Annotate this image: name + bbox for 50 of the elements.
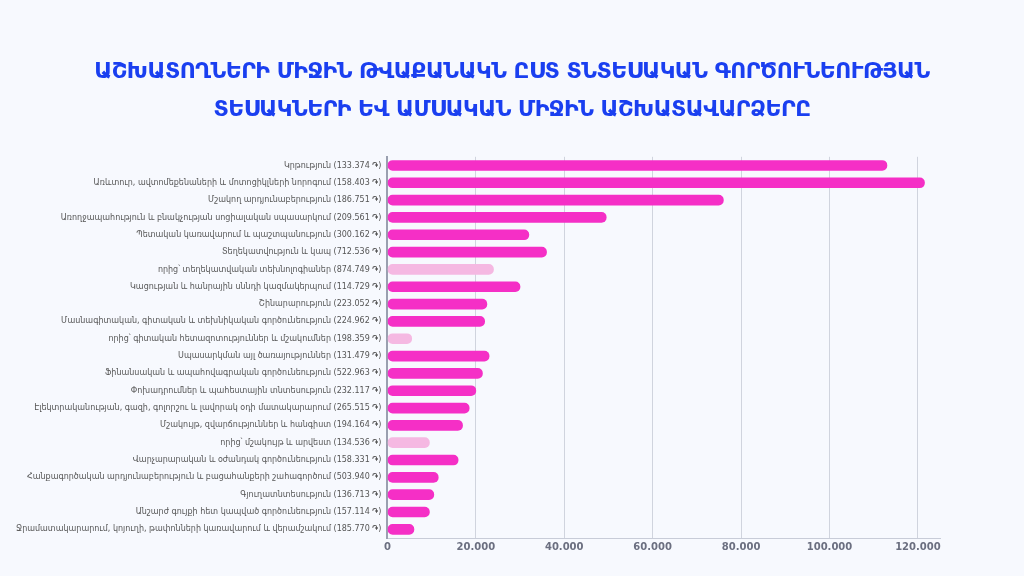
y-tick-label: որից՝ գիտական հետազոտություններ և մշակումներ (198.359 ֏) xyxy=(108,332,382,343)
y-tick-label: Էլեկտրականության, գազի, գոլորշու և լավորակ օդի մատակարարում (265.515 ֏) xyxy=(34,403,382,413)
bar xyxy=(387,472,439,483)
y-tick-label: որից՝ տեղեկատվական տեխնոլոգիաներ (874.749 ֏) xyxy=(157,263,382,274)
y-tick-label: Գյուղատնտեսություն (136.713 ֏) xyxy=(240,489,382,499)
y-tick-label: Մասնագիտական, գիտական և տեխնիկական գործունեություն (224.962 ֏) xyxy=(61,316,382,326)
y-tick-label: Ֆինանսական և ապահովագրական գործունեություն (522.963 ֏) xyxy=(105,368,382,378)
y-tick-label: Փոխադրումներ և պահեստային տնտեսություն (232.117 ֏) xyxy=(130,385,382,395)
bar xyxy=(387,506,430,518)
y-tick-label: Առևտուր, ավտոմեքենաների և մոտոցիկլների նորոգում (158.403 ֏) xyxy=(93,177,382,187)
y-tick-label: որից՝ մշակույթ և արվեստ (134.536 ֏) xyxy=(220,436,382,447)
y-tick-label: Կացության և հանրային սննդի կազմակերպում (114.729 ֏) xyxy=(130,281,382,291)
y-tick-label: Ջրամատակարարում, կոյուղի, թափոնների կառավարում և վերամշակում (185.770 ֏) xyxy=(16,524,382,534)
bar xyxy=(387,350,490,362)
bar xyxy=(387,420,463,431)
bar xyxy=(387,489,435,501)
bar xyxy=(387,402,470,414)
bar xyxy=(387,212,607,223)
y-tick-label: Պետական կառավարում և պաշտպանություն (300.162 ֏) xyxy=(136,229,382,239)
bar xyxy=(387,281,521,293)
bar xyxy=(387,368,483,379)
bar xyxy=(387,194,724,206)
y-tick-label: Կրթություն (133.374 ֏) xyxy=(283,160,382,170)
bar xyxy=(387,454,459,466)
y-tick-label: Մշակույթ, զվարճություններ և հանգիստ (194.164 ֏) xyxy=(159,420,382,430)
y-tick-label: Տեղեկատվություն և կապ (712.536 ֏) xyxy=(221,247,382,257)
x-tick-label: 60.000 xyxy=(633,540,672,552)
bar xyxy=(387,298,488,310)
bar xyxy=(387,160,888,171)
bar xyxy=(387,177,925,189)
bar xyxy=(387,264,494,275)
x-tick-label: 0 xyxy=(383,540,391,552)
y-tick-label: Շինարարություն (223.052 ֏) xyxy=(258,299,382,309)
x-tick-label: 120.000 xyxy=(895,540,941,552)
bar xyxy=(387,385,477,397)
x-tick-label: 40.000 xyxy=(544,540,584,552)
bar xyxy=(387,229,530,241)
y-tick-label: Անշարժ գույքի հետ կապված գործունեություն (157.114 ֏) xyxy=(135,507,382,517)
y-tick-label: Մշակող արդյունաբերություն (186.751 ֏) xyxy=(207,195,382,205)
bar xyxy=(387,316,486,327)
x-tick-label: 20.000 xyxy=(456,540,496,552)
y-tick-label: Առողջապահություն և բնակչության սոցիալական սպասարկում (209.561 ֏) xyxy=(60,212,382,222)
y-tick-label: Սպասարկման այլ ծառայություններ (131.479 ֏) xyxy=(178,351,382,361)
bar xyxy=(387,437,430,449)
y-tick-label: Վարչարարական և օժանդակ գործունեություն (158.331 ֏) xyxy=(132,455,382,465)
y-tick-label: Հանքագործական արդյունաբերություն և բացահանքերի շահագործում (503.940 ֏) xyxy=(26,472,382,482)
x-tick-label: 80.000 xyxy=(721,540,761,552)
chart-title: ԱՇԽԱՏՈՂՆԵՐԻ ՄԻՋԻՆ ԹՎԱՔԱՆԱԿՆ ԸՍՏ ՏՆՏԵՍԱԿԱՆ ԳՈՐԾՈՒՆԵՈՒԹՅԱՆ ՏԵՍԱԿՆԵՐԻ ԵՎ ԱՄՍԱԿԱՆ ՄԻՋԻՆ ԱՇԽԱՏԱՎԱՐՁԵՐԸ xyxy=(93,57,931,123)
x-tick-label: 100.000 xyxy=(806,540,853,552)
bar xyxy=(387,246,547,258)
